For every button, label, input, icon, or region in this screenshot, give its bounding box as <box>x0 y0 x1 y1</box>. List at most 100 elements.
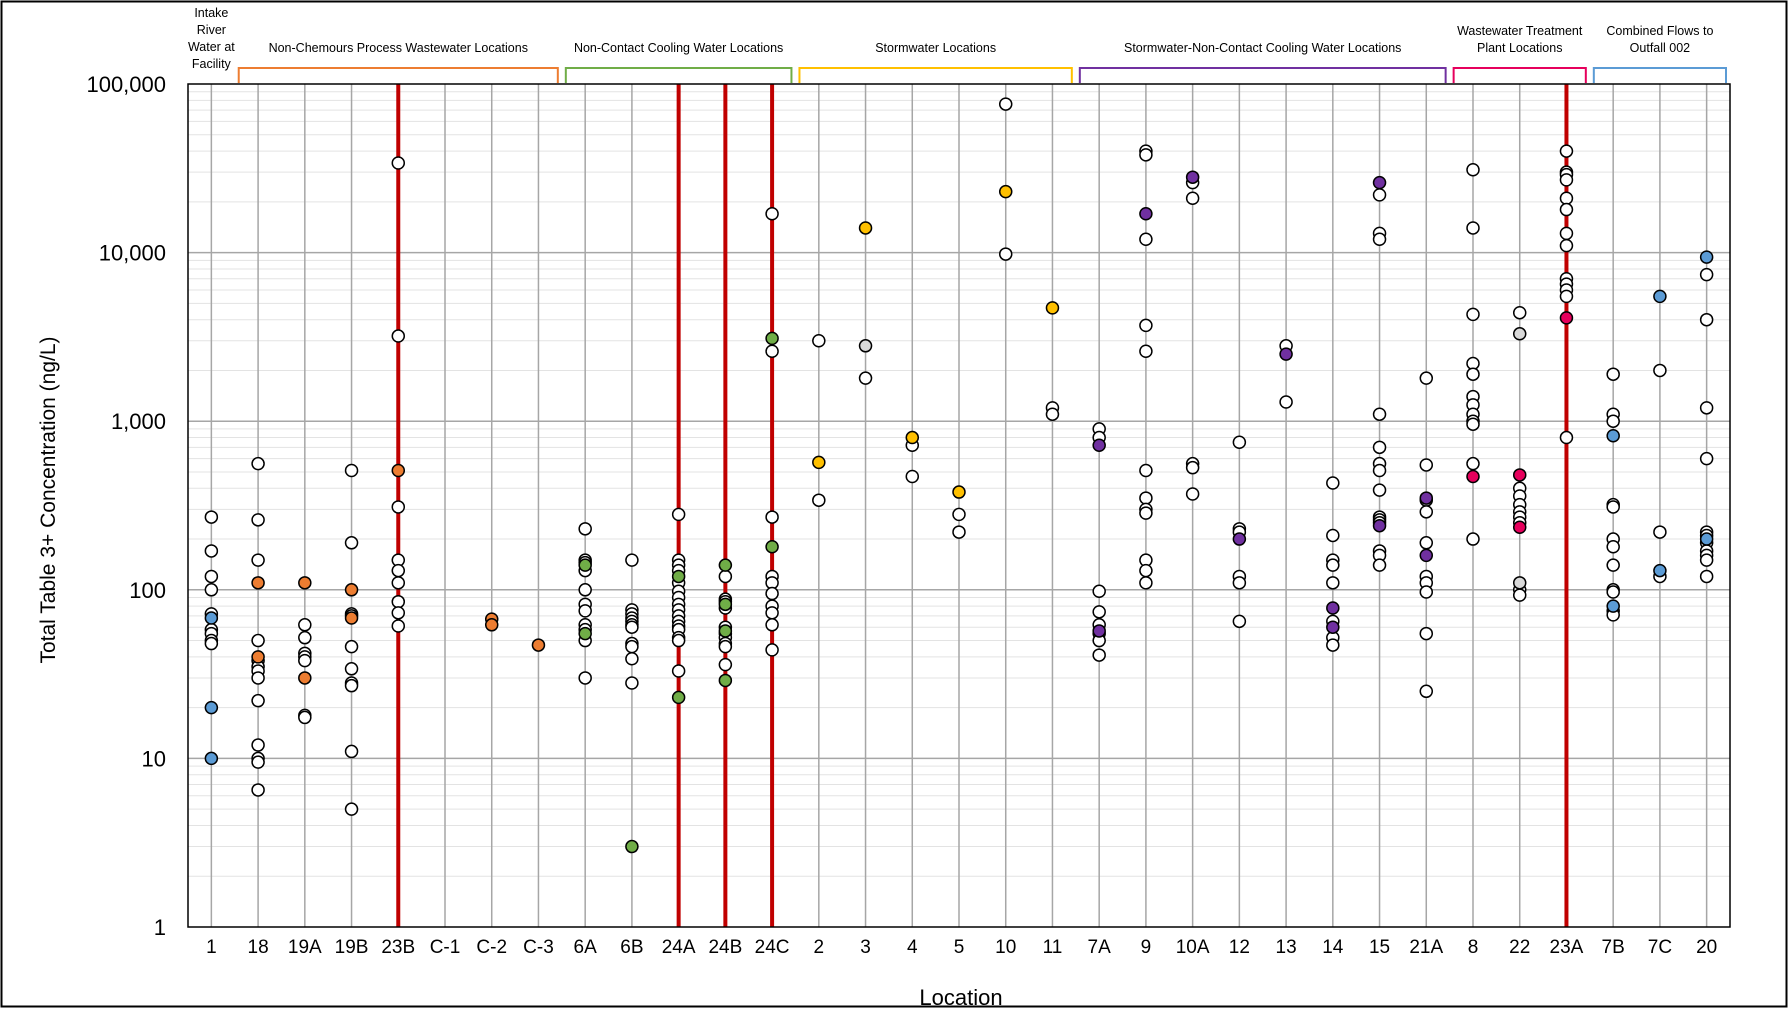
x-tick-labels: 1 18 19A 19B 23B C-1 C-2 C-3 6A 6B 24A 24B 24C 2 3 4 5 10… <box>206 937 1717 958</box>
x-tick-label: 24A <box>662 937 696 958</box>
data-point <box>344 678 359 693</box>
data-point <box>671 569 686 584</box>
data-point <box>1372 483 1387 497</box>
data-point <box>1606 585 1620 599</box>
data-point <box>1419 371 1434 385</box>
data-point <box>1466 456 1480 471</box>
data-point <box>391 606 406 620</box>
data-point <box>718 597 733 612</box>
data-point <box>625 651 639 666</box>
data-point <box>1653 563 1667 578</box>
data-point <box>858 221 873 235</box>
data-point <box>391 156 406 170</box>
data-point <box>952 507 966 522</box>
data-point <box>251 671 265 685</box>
y-tick-labels: 1 10 100 1,000 10,000 100,000 <box>86 72 166 940</box>
data-point <box>578 626 592 641</box>
group-brackets <box>237 67 1727 83</box>
x-tick-label: 4 <box>907 937 918 958</box>
data-point <box>1559 191 1574 206</box>
data-point <box>1419 548 1434 563</box>
data-point <box>718 558 733 572</box>
y-axis-label: Total Table 3+ Concentration (ng/L) <box>37 336 60 663</box>
y-tick-label: 1 <box>154 915 166 940</box>
data-point <box>251 755 265 769</box>
y-tick-label: 10 <box>142 746 166 771</box>
x-tick-label: 7A <box>1088 937 1112 958</box>
data-point <box>344 639 359 654</box>
data-point <box>625 639 639 654</box>
x-tick-label: 5 <box>954 937 965 958</box>
data-point <box>1699 312 1714 327</box>
data-point <box>1139 576 1153 590</box>
data-point <box>765 643 779 657</box>
data-point <box>625 620 639 634</box>
data-point <box>1559 173 1574 187</box>
y-tick-label: 100 <box>129 578 166 603</box>
data-point <box>1512 305 1527 320</box>
data-point <box>1092 438 1106 453</box>
data-point <box>344 463 359 478</box>
data-point <box>1139 148 1153 162</box>
data-point <box>1699 401 1714 415</box>
data-point <box>1372 440 1387 455</box>
x-tick-label: 19A <box>288 937 322 958</box>
x-tick-label: C-2 <box>476 937 507 958</box>
group-bracket <box>798 67 1073 83</box>
x-tick-label: 24B <box>708 937 742 958</box>
data-point <box>1326 576 1340 590</box>
group-label: Non-Contact Cooling Water Locations <box>574 41 783 55</box>
data-point <box>1512 588 1527 602</box>
x-tick-label: 12 <box>1229 937 1250 958</box>
x-tick-label: 10 <box>995 937 1016 958</box>
data-point <box>671 507 686 522</box>
data-point <box>251 783 265 797</box>
data-point <box>1606 558 1620 572</box>
data-point <box>1326 638 1340 652</box>
data-point <box>251 738 265 752</box>
data-point <box>1372 188 1387 202</box>
group-bracket <box>1078 67 1447 83</box>
data-point <box>204 700 219 715</box>
group-label: Stormwater-Non-Contact Cooling Water Loc… <box>1124 41 1401 55</box>
data-point <box>298 576 312 590</box>
x-tick-label: 24C <box>755 937 790 958</box>
data-point <box>1139 491 1153 505</box>
data-point <box>298 630 312 645</box>
x-tick-label: 8 <box>1468 937 1479 958</box>
data-point <box>1092 648 1106 662</box>
data-point <box>718 639 733 654</box>
data-point <box>578 522 592 536</box>
data-point <box>1185 191 1200 206</box>
data-point <box>1232 614 1247 629</box>
data-point <box>1139 318 1153 333</box>
data-point <box>1139 506 1153 520</box>
data-point <box>578 671 592 685</box>
y-tick-label: 10,000 <box>99 241 166 266</box>
data-point <box>1139 206 1153 221</box>
data-point <box>1699 569 1714 584</box>
data-point <box>812 334 826 348</box>
x-tick-label: 22 <box>1509 937 1530 958</box>
data-point <box>251 576 265 590</box>
data-point <box>765 331 779 346</box>
x-axis-label: Location <box>919 985 1002 1008</box>
group-label: Non-Chemours Process Wastewater Location… <box>269 41 528 55</box>
x-tick-label: C-1 <box>430 937 461 958</box>
x-tick-label: 10A <box>1176 937 1210 958</box>
data-point <box>1699 553 1714 567</box>
data-point <box>765 344 779 358</box>
data-point <box>1466 221 1480 235</box>
data-point <box>484 618 499 632</box>
data-point <box>1512 520 1527 534</box>
x-tick-label: 18 <box>248 937 269 958</box>
data-point <box>1232 435 1247 450</box>
data-point <box>1699 267 1714 282</box>
x-tick-label: 1 <box>206 937 217 958</box>
data-point <box>1372 518 1387 533</box>
data-point <box>1559 430 1574 445</box>
data-point <box>298 653 312 668</box>
data-point <box>251 553 265 567</box>
data-point <box>1045 407 1060 421</box>
